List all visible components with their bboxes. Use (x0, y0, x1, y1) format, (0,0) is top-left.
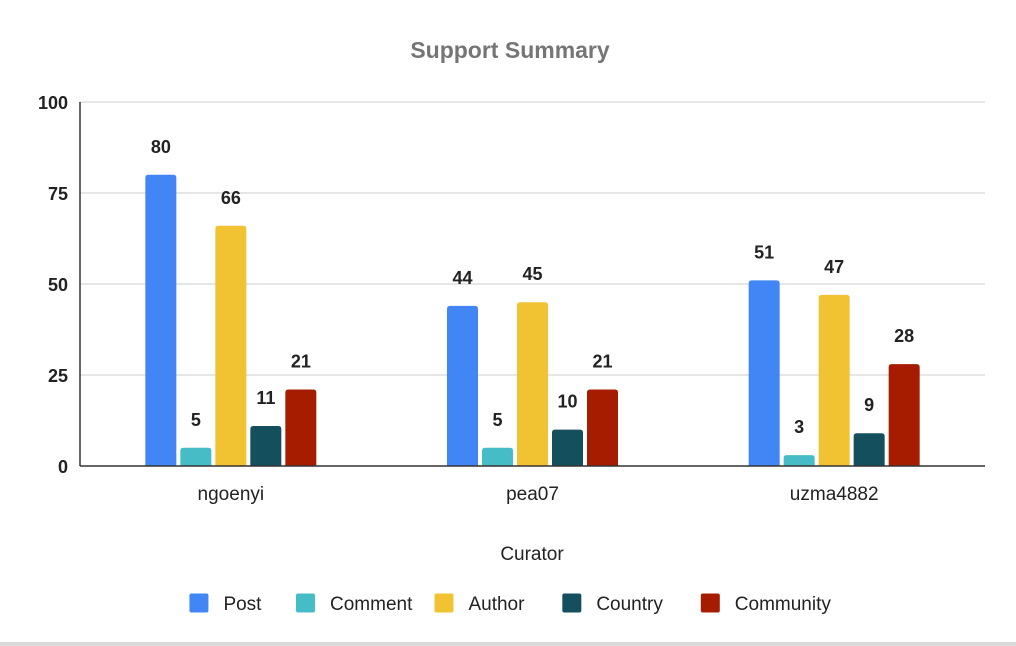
x-axis-ticks: ngoenyi pea07 uzma4882 (198, 484, 879, 505)
bar-country (552, 429, 583, 466)
bar-community (285, 389, 317, 466)
legend-label: Comment (330, 594, 413, 615)
y-axis-ticks: 0 25 50 75 100 (38, 93, 68, 477)
bar-author (517, 302, 548, 466)
legend-swatch (434, 593, 454, 613)
legend-item-community: Community (700, 593, 832, 615)
bar-author (818, 294, 850, 466)
data-label: 5 (191, 410, 201, 430)
x-tick-label: ngoenyi (198, 484, 265, 505)
legend-label: Country (596, 594, 663, 615)
data-label: 44 (452, 268, 472, 288)
bar-comment (482, 447, 513, 466)
data-label: 21 (291, 352, 311, 372)
legend: Post Comment Author Country Community (189, 593, 832, 615)
x-axis-title: Curator (500, 544, 564, 565)
y-tick-label: 0 (58, 457, 68, 477)
y-tick-label: 50 (48, 275, 68, 295)
legend-item-post: Post (189, 593, 262, 615)
data-label: 47 (824, 257, 844, 277)
bar-post (447, 305, 478, 466)
bar-comment (180, 447, 212, 466)
legend-label: Post (223, 594, 262, 615)
bar-country (250, 425, 282, 466)
data-label: 21 (592, 352, 612, 372)
chart-title: Support Summary (410, 37, 610, 63)
data-label: 45 (522, 264, 542, 284)
legend-swatch (700, 593, 720, 613)
bar-post (145, 174, 177, 467)
data-label: 28 (894, 326, 914, 346)
y-tick-label: 100 (38, 93, 68, 113)
bar-community (888, 364, 920, 466)
data-label: 9 (864, 395, 874, 415)
x-tick-label: pea07 (506, 484, 559, 505)
legend-swatch (189, 593, 209, 613)
bar-author (215, 225, 247, 466)
data-label: 80 (151, 137, 171, 157)
legend-label: Author (468, 594, 525, 615)
bars (145, 174, 920, 467)
data-label: 66 (221, 188, 241, 208)
data-label: 3 (794, 417, 804, 437)
y-tick-label: 75 (48, 184, 68, 204)
bar-post (748, 280, 780, 466)
data-labels: 80 5 66 11 21 44 5 45 10 21 51 3 47 9 28 (151, 137, 914, 437)
y-tick-label: 25 (48, 366, 68, 386)
legend-item-country: Country (562, 593, 663, 615)
legend-item-comment: Comment (296, 593, 413, 615)
legend-label: Community (735, 594, 832, 615)
bar-country (853, 433, 885, 466)
data-label: 51 (754, 242, 774, 262)
legend-swatch (562, 593, 582, 613)
x-tick-label: uzma4882 (790, 484, 879, 505)
data-label: 10 (557, 392, 577, 412)
legend-item-author: Author (434, 593, 525, 615)
legend-swatch (296, 593, 315, 613)
bar-community (587, 389, 618, 466)
bottom-divider (0, 642, 1016, 646)
data-label: 5 (492, 410, 502, 430)
data-label: 11 (256, 388, 275, 408)
bar-comment (783, 455, 815, 466)
